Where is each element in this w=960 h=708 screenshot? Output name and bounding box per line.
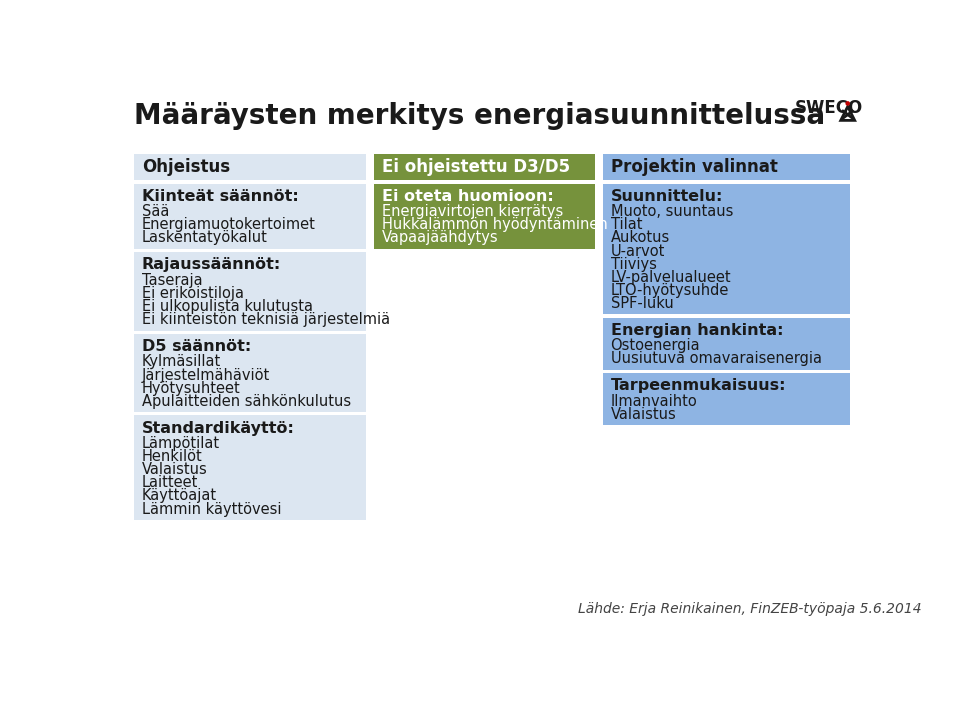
Text: Tiiviys: Tiiviys bbox=[611, 257, 657, 272]
Bar bbox=[134, 333, 367, 412]
Text: Valaistus: Valaistus bbox=[142, 462, 207, 477]
Text: Ohjeistus: Ohjeistus bbox=[142, 159, 229, 176]
Bar bbox=[134, 183, 367, 249]
Text: Laitteet: Laitteet bbox=[142, 475, 198, 491]
Text: Ilmanvaihto: Ilmanvaihto bbox=[611, 394, 697, 409]
Text: Projektin valinnat: Projektin valinnat bbox=[611, 159, 778, 176]
Bar bbox=[374, 183, 595, 249]
Text: Ostoenergia: Ostoenergia bbox=[611, 338, 700, 353]
Text: Taseraja: Taseraja bbox=[142, 273, 203, 288]
Bar bbox=[134, 252, 367, 331]
Text: Lähde: Erja Reinikainen, FinZEB-työpaja 5.6.2014: Lähde: Erja Reinikainen, FinZEB-työpaja … bbox=[578, 603, 922, 616]
Text: U-arvot: U-arvot bbox=[611, 244, 665, 258]
Text: Standardikäyttö:: Standardikäyttö: bbox=[142, 421, 295, 435]
Text: Ei ulkopulista kulutusta: Ei ulkopulista kulutusta bbox=[142, 299, 313, 314]
Text: Ei kiinteistön teknisiä järjestelmiä: Ei kiinteistön teknisiä järjestelmiä bbox=[142, 312, 390, 327]
Bar bbox=[603, 317, 850, 370]
Text: Hyötysuhteet: Hyötysuhteet bbox=[142, 381, 240, 396]
Text: D5 säännöt:: D5 säännöt: bbox=[142, 339, 251, 354]
Bar bbox=[603, 154, 850, 181]
Text: Laskentatyökalut: Laskentatyökalut bbox=[142, 231, 268, 246]
Text: SWECO: SWECO bbox=[794, 99, 862, 117]
Text: Energian hankinta:: Energian hankinta: bbox=[611, 323, 783, 338]
Text: Vapaajäähdytys: Vapaajäähdytys bbox=[382, 231, 498, 246]
Text: Aukotus: Aukotus bbox=[611, 231, 670, 246]
Text: Henkilöt: Henkilöt bbox=[142, 449, 203, 464]
Text: Käyttöajat: Käyttöajat bbox=[142, 489, 217, 503]
Text: Kiinteät säännöt:: Kiinteät säännöt: bbox=[142, 189, 299, 204]
Text: Energiamuotokertoimet: Energiamuotokertoimet bbox=[142, 217, 316, 232]
Text: Lämmin käyttövesi: Lämmin käyttövesi bbox=[142, 501, 281, 517]
Text: Määräysten merkitys energiasuunnittelussa: Määräysten merkitys energiasuunnitteluss… bbox=[134, 102, 825, 130]
Text: Kylmäsillat: Kylmäsillat bbox=[142, 355, 221, 370]
Text: Apulaitteiden sähkönkulutus: Apulaitteiden sähkönkulutus bbox=[142, 394, 350, 409]
Text: SPF-luku: SPF-luku bbox=[611, 296, 673, 311]
Circle shape bbox=[846, 101, 850, 105]
Text: Tilat: Tilat bbox=[611, 217, 642, 232]
Text: Sää: Sää bbox=[142, 205, 169, 219]
Text: Muoto, suuntaus: Muoto, suuntaus bbox=[611, 205, 732, 219]
Text: Uusiutuva omavaraisenergia: Uusiutuva omavaraisenergia bbox=[611, 351, 822, 366]
Bar bbox=[134, 154, 367, 181]
Text: Järjestelmähäviöt: Järjestelmähäviöt bbox=[142, 367, 270, 382]
Text: Hukkalämmön hyödyntäminen: Hukkalämmön hyödyntäminen bbox=[382, 217, 608, 232]
Text: Ei oteta huomioon:: Ei oteta huomioon: bbox=[382, 189, 554, 204]
Text: Rajaussäännöt:: Rajaussäännöt: bbox=[142, 258, 281, 273]
Bar bbox=[374, 154, 595, 181]
Text: LTO-hyötysuhde: LTO-hyötysuhde bbox=[611, 283, 729, 298]
Text: Tarpeenmukaisuus:: Tarpeenmukaisuus: bbox=[611, 378, 786, 394]
Text: Valaistus: Valaistus bbox=[611, 407, 677, 422]
Text: Lämpötilat: Lämpötilat bbox=[142, 436, 220, 451]
Text: Ei erikoistiloja: Ei erikoistiloja bbox=[142, 286, 244, 301]
Bar bbox=[134, 416, 367, 520]
Text: Ei ohjeistettu D3/D5: Ei ohjeistettu D3/D5 bbox=[382, 159, 570, 176]
Text: LV-palvelualueet: LV-palvelualueet bbox=[611, 270, 732, 285]
Bar bbox=[603, 373, 850, 426]
Text: Energiavirtojen kierrätys: Energiavirtojen kierrätys bbox=[382, 205, 564, 219]
Text: Suunnittelu:: Suunnittelu: bbox=[611, 189, 723, 204]
Bar bbox=[603, 183, 850, 314]
